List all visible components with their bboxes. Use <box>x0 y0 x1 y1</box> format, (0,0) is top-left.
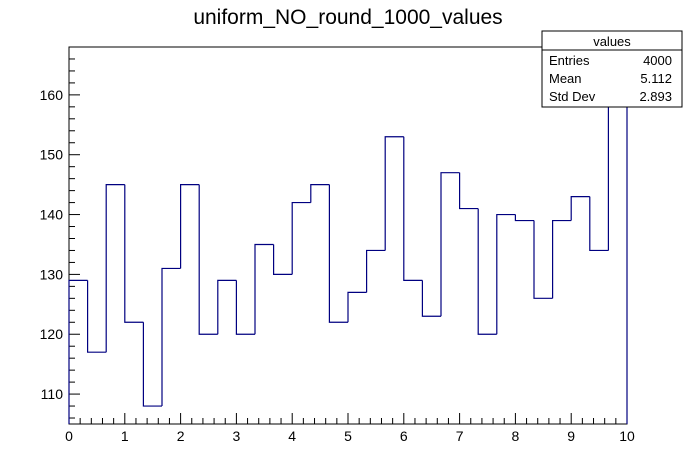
histogram-bin <box>552 219 572 299</box>
histogram-bin <box>533 220 553 299</box>
stats-stddev-label: Std Dev <box>549 89 596 104</box>
histogram-bin <box>403 136 423 281</box>
histogram-bin-outline <box>235 280 255 335</box>
histogram-bin-outline <box>570 196 590 221</box>
y-tick-label: 160 <box>40 87 64 103</box>
histogram-bin-outline <box>310 184 330 203</box>
histogram-bin <box>421 280 441 317</box>
histogram-bin-outline <box>477 208 497 335</box>
x-tick-label: 6 <box>400 428 408 444</box>
histogram-bin <box>273 244 293 275</box>
histogram-bin-outline <box>198 184 218 335</box>
histogram-bin <box>142 322 162 407</box>
chart-title: uniform_NO_round_1000_values <box>193 6 502 29</box>
x-axis: 0 1 2 3 4 5 6 7 8 9 10 <box>65 413 635 444</box>
histogram-bin <box>328 184 348 323</box>
histogram-bin <box>291 201 311 275</box>
histogram-bin-outline <box>589 196 609 252</box>
histogram-bin-outline <box>514 214 534 222</box>
histogram-bin <box>217 279 237 335</box>
histogram-bin <box>366 249 386 293</box>
histogram-bin-outline <box>273 244 293 275</box>
x-tick-label: 10 <box>619 428 635 444</box>
histogram-bin <box>310 184 330 203</box>
stats-mean-value: 5.112 <box>640 71 672 86</box>
histogram-bin <box>87 280 107 353</box>
histogram-bin-outline <box>552 219 572 299</box>
histogram-bin-outline <box>180 184 200 269</box>
histogram-series <box>68 46 628 424</box>
y-tick-label: 120 <box>40 326 64 342</box>
histogram-bin-outline <box>291 201 311 275</box>
x-tick-label: 5 <box>344 428 352 444</box>
histogram-bin-outline <box>366 249 386 293</box>
histogram-bin <box>589 196 609 252</box>
stats-box: values Entries 4000 Mean 5.112 Std Dev 2… <box>541 30 683 108</box>
histogram-bin <box>198 184 218 335</box>
histogram-bin <box>347 291 367 323</box>
x-tick-label: 1 <box>121 428 129 444</box>
y-tick-label: 150 <box>40 147 64 163</box>
y-tick-label: 110 <box>41 386 64 402</box>
stats-box-title: values <box>593 34 631 49</box>
histogram-bin-outline <box>496 213 516 335</box>
histogram-bin-outline <box>87 280 107 353</box>
stats-box-frame <box>541 30 683 108</box>
histogram-bin <box>570 196 590 221</box>
histogram-bin <box>440 172 460 317</box>
histogram-bin <box>124 184 144 323</box>
histogram-bin-outline <box>459 172 479 210</box>
x-tick-label: 7 <box>456 428 464 444</box>
histogram-bin <box>254 243 274 335</box>
y-tick-label: 130 <box>40 266 64 282</box>
histogram-bin-outline <box>254 243 274 335</box>
histogram-bin-outline <box>421 280 441 317</box>
histogram-bin-outline <box>68 279 88 424</box>
histogram-bin <box>514 214 534 222</box>
histogram-bin <box>105 184 125 353</box>
histogram-bin-outline <box>142 322 162 407</box>
histogram-bin-outline <box>440 172 460 317</box>
histogram-bin <box>68 279 88 424</box>
histogram-bin-outline <box>347 291 367 323</box>
histogram-bin <box>180 184 200 269</box>
histogram-bin <box>384 136 404 251</box>
histogram-bin <box>161 267 181 407</box>
histogram-bin <box>459 172 479 210</box>
y-axis: 110 120 130 140 150 160 <box>40 46 80 419</box>
x-tick-label: 8 <box>512 428 520 444</box>
histogram-bin-outline <box>403 136 423 281</box>
histogram-bin-outline <box>533 220 553 299</box>
x-tick-label: 2 <box>177 428 185 444</box>
x-tick-label: 3 <box>233 428 241 444</box>
histogram-bin-outline <box>105 184 125 353</box>
x-tick-label: 9 <box>567 428 575 444</box>
y-tick-label: 140 <box>40 207 64 223</box>
histogram-bin-outline <box>217 279 237 335</box>
histogram-bin <box>477 208 497 335</box>
x-tick-label: 4 <box>288 428 296 444</box>
histogram-bin <box>235 280 255 335</box>
histogram-bin <box>496 213 516 335</box>
histogram-bin-outline <box>328 184 348 323</box>
stats-stddev-value: 2.893 <box>639 89 672 104</box>
stats-entries-label: Entries <box>549 53 590 68</box>
histogram-bin-outline <box>124 184 144 323</box>
stats-entries-value: 4000 <box>643 53 672 68</box>
histogram-bin-outline <box>384 136 404 251</box>
x-tick-label: 0 <box>65 428 73 444</box>
histogram-bin-outline <box>161 267 181 407</box>
stats-mean-label: Mean <box>549 71 582 86</box>
